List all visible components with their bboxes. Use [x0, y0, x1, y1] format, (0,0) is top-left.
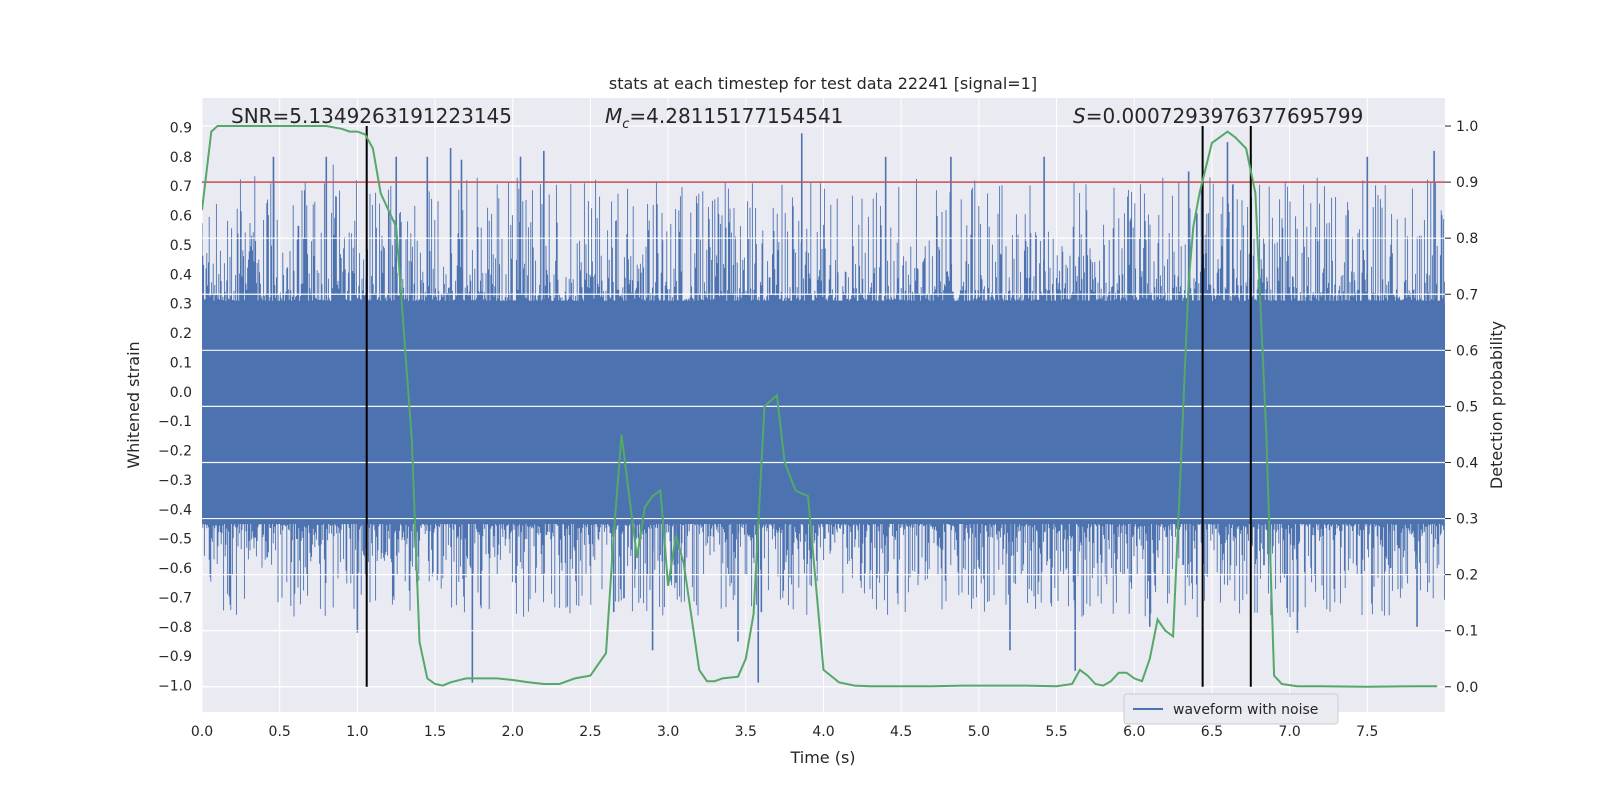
y-tick-label: −0.4 [158, 502, 192, 518]
waveform-core [202, 303, 1445, 519]
y-tick-label: −0.9 [158, 649, 192, 665]
y-axis-label: Whitened strain [124, 341, 143, 468]
s-symbol: S [1073, 104, 1086, 128]
y-tick-label: 0.1 [170, 355, 192, 371]
y-tick-label: −0.6 [158, 561, 192, 577]
y2-tick-label: 0.4 [1456, 455, 1478, 471]
s-value: =0.0007293976377695799 [1086, 104, 1364, 128]
y-tick-label: 0.3 [170, 297, 192, 313]
legend: waveform with noise [1123, 693, 1339, 725]
x-tick-label: 5.0 [968, 724, 990, 740]
y-tick-label: 0.4 [170, 267, 192, 283]
y2-tick-label: 0.5 [1456, 399, 1478, 415]
y-tick-label: 0.0 [170, 385, 192, 401]
x-tick-label: 6.5 [1201, 724, 1223, 740]
left-axis: 0.9 0.8 0.7 0.6 0.5 0.4 0.3 0.2 0.1 0.0 −0.1 −0.2 −0… [158, 120, 192, 694]
y2-tick-label: 0.6 [1456, 343, 1478, 359]
y2-tick-label: 0.1 [1456, 624, 1478, 640]
x-tick-label: 7.5 [1356, 724, 1378, 740]
x-tick-label: 0.0 [191, 724, 213, 740]
y2-axis-label: Detection probability [1487, 321, 1506, 489]
detection-probability-line [202, 125, 1438, 688]
x-tick-label: 1.5 [424, 724, 446, 740]
x-tick-label: 3.0 [657, 724, 679, 740]
y2-tick-label: 0.3 [1456, 512, 1478, 528]
y-tick-label: 0.2 [170, 326, 192, 342]
mc-value: =4.28115177154541 [629, 104, 843, 128]
y2-tick-label: 1.0 [1456, 119, 1478, 135]
x-axis-label: Time (s) [789, 748, 855, 767]
x-tick-label: 0.5 [269, 724, 291, 740]
x-tick-label: 2.5 [579, 724, 601, 740]
y2-tick-label: 0.9 [1456, 175, 1478, 191]
x-tick-label: 1.0 [346, 724, 368, 740]
x-tick-label: 5.5 [1045, 724, 1067, 740]
y2-tick-label: 0.2 [1456, 568, 1478, 584]
snr-annotation: SNR=5.1349263191223145 [231, 104, 512, 128]
chart-title: stats at each timestep for test data 222… [609, 74, 1037, 93]
y-tick-label: 0.7 [170, 179, 192, 195]
y2-tick-label: 0.0 [1456, 680, 1478, 696]
x-tick-label: 4.0 [812, 724, 834, 740]
y-tick-label: 0.6 [170, 209, 192, 225]
right-axis: 1.0 0.9 0.8 0.7 0.6 0.5 0.4 0.3 0.2 0.1 0.0 [1445, 119, 1478, 696]
y2-tick-label: 0.7 [1456, 287, 1478, 303]
y-tick-label: −0.8 [158, 620, 192, 636]
legend-label: waveform with noise [1173, 702, 1318, 718]
y-tick-label: −0.2 [158, 444, 192, 460]
y-tick-label: 0.8 [170, 150, 192, 166]
legend-box [1123, 693, 1339, 725]
overlay-layer [202, 125, 1445, 688]
x-tick-label: 3.5 [735, 724, 757, 740]
x-axis: 0.0 0.5 1.0 1.5 2.0 2.5 3.0 3.5 4.0 4.5 5.0 5.5 6.0 6… [191, 724, 1379, 740]
mc-annotation: Mc=4.28115177154541 [605, 104, 843, 132]
mc-subscript: c [622, 117, 629, 132]
y-tick-label: −0.1 [158, 414, 192, 430]
x-tick-label: 6.0 [1123, 724, 1145, 740]
y2-tick-label: 0.8 [1456, 231, 1478, 247]
y-tick-label: −1.0 [158, 679, 192, 695]
x-tick-label: 4.5 [890, 724, 912, 740]
y-tick-label: 0.5 [170, 238, 192, 254]
x-tick-label: 2.0 [502, 724, 524, 740]
y-tick-label: −0.7 [158, 590, 192, 606]
mc-symbol: M [605, 104, 622, 128]
y-tick-label: 0.9 [170, 120, 192, 136]
x-tick-label: 7.0 [1278, 724, 1300, 740]
y-tick-label: −0.5 [158, 532, 192, 548]
y-tick-label: −0.3 [158, 473, 192, 489]
s-annotation: S=0.0007293976377695799 [1073, 104, 1363, 128]
